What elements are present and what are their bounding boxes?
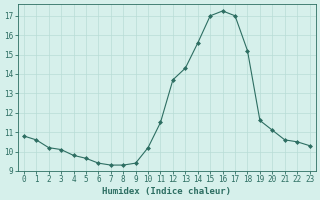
X-axis label: Humidex (Indice chaleur): Humidex (Indice chaleur) (102, 187, 231, 196)
